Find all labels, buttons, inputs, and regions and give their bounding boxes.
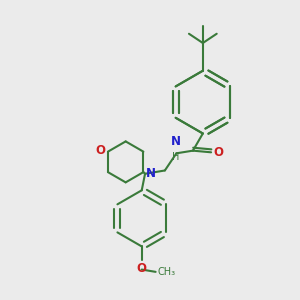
Text: O: O [213,146,224,159]
Text: O: O [95,143,105,157]
Text: N: N [170,135,180,148]
Text: N: N [146,167,156,180]
Text: H: H [172,152,179,162]
Text: O: O [137,262,147,275]
Text: CH₃: CH₃ [157,267,176,277]
